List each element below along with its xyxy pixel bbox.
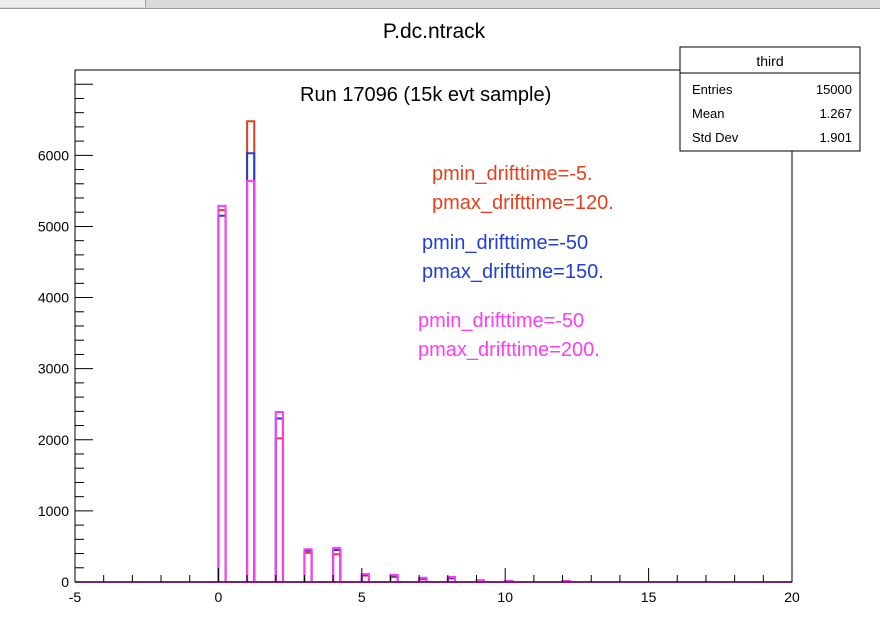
x-tick-label: 10 (497, 589, 513, 605)
stats-mean-label: Mean (692, 106, 725, 121)
annotation-magenta: pmin_drifttime=-50 pmax_drifttime=200. (418, 310, 600, 361)
bar-series1-bin1 (246, 152, 256, 582)
bar-series2-bin4 (332, 546, 342, 582)
bar-series2-bin0 (217, 204, 227, 582)
stats-box: third Entries 15000 Mean 1.267 Std Dev 1… (679, 46, 861, 152)
y-tick-label: 3000 (38, 361, 69, 377)
bar-series0-bin4 (332, 553, 342, 582)
stats-entries-value: 15000 (816, 82, 852, 97)
bar-series0-bin1 (246, 120, 256, 582)
run-label: Run 17096 (15k evt sample) (300, 84, 551, 106)
bar-series0-bin3 (303, 551, 313, 582)
bar-series0-bin0 (217, 209, 227, 582)
canvas-tab[interactable] (0, 0, 146, 7)
annotation-red-line-2: pmax_drifttime=120. (432, 192, 614, 214)
annotation-magenta-line-2: pmax_drifttime=200. (418, 339, 600, 361)
stats-stddev-label: Std Dev (692, 130, 739, 145)
x-tick-label: -5 (69, 589, 82, 605)
annotation-red: pmin_drifttime=-5. pmax_drifttime=120. (432, 163, 614, 214)
y-tick-label: 4000 (38, 290, 69, 306)
y-tick-label: 6000 (38, 147, 69, 163)
x-tick-label: 5 (358, 589, 366, 605)
annotation-blue-line-2: pmax_drifttime=150. (422, 261, 604, 283)
window-top-bar (0, 0, 880, 9)
annotation-red-line-1: pmin_drifttime=-5. (432, 163, 593, 185)
x-tick-label: 0 (215, 589, 223, 605)
stats-mean-value: 1.267 (819, 106, 852, 121)
bar-series2-bin1 (246, 179, 256, 582)
annotation-magenta-line-1: pmin_drifttime=-50 (418, 310, 584, 332)
y-tick-label: 0 (61, 574, 69, 590)
stats-entries-label: Entries (692, 82, 733, 97)
stats-box-title: third (756, 53, 783, 69)
y-tick-label: 1000 (38, 503, 69, 519)
y-tick-label: 5000 (38, 218, 69, 234)
annotation-blue: pmin_drifttime=-50 pmax_drifttime=150. (422, 232, 604, 283)
bar-series1-bin0 (217, 214, 227, 582)
y-tick-label: 2000 (38, 432, 69, 448)
bar-series0-bin2 (274, 437, 284, 582)
x-tick-label: 20 (784, 589, 800, 605)
chart-title: P.dc.ntrack (383, 20, 486, 43)
x-tick-label: 15 (641, 589, 657, 605)
annotation-blue-line-1: pmin_drifttime=-50 (422, 232, 588, 254)
bar-series2-bin3 (303, 548, 313, 582)
bar-series1-bin2 (274, 417, 284, 582)
bar-series1-bin3 (303, 549, 313, 582)
bar-series2-bin2 (274, 411, 284, 582)
stats-stddev-value: 1.901 (819, 130, 852, 145)
series-1 (75, 152, 792, 583)
